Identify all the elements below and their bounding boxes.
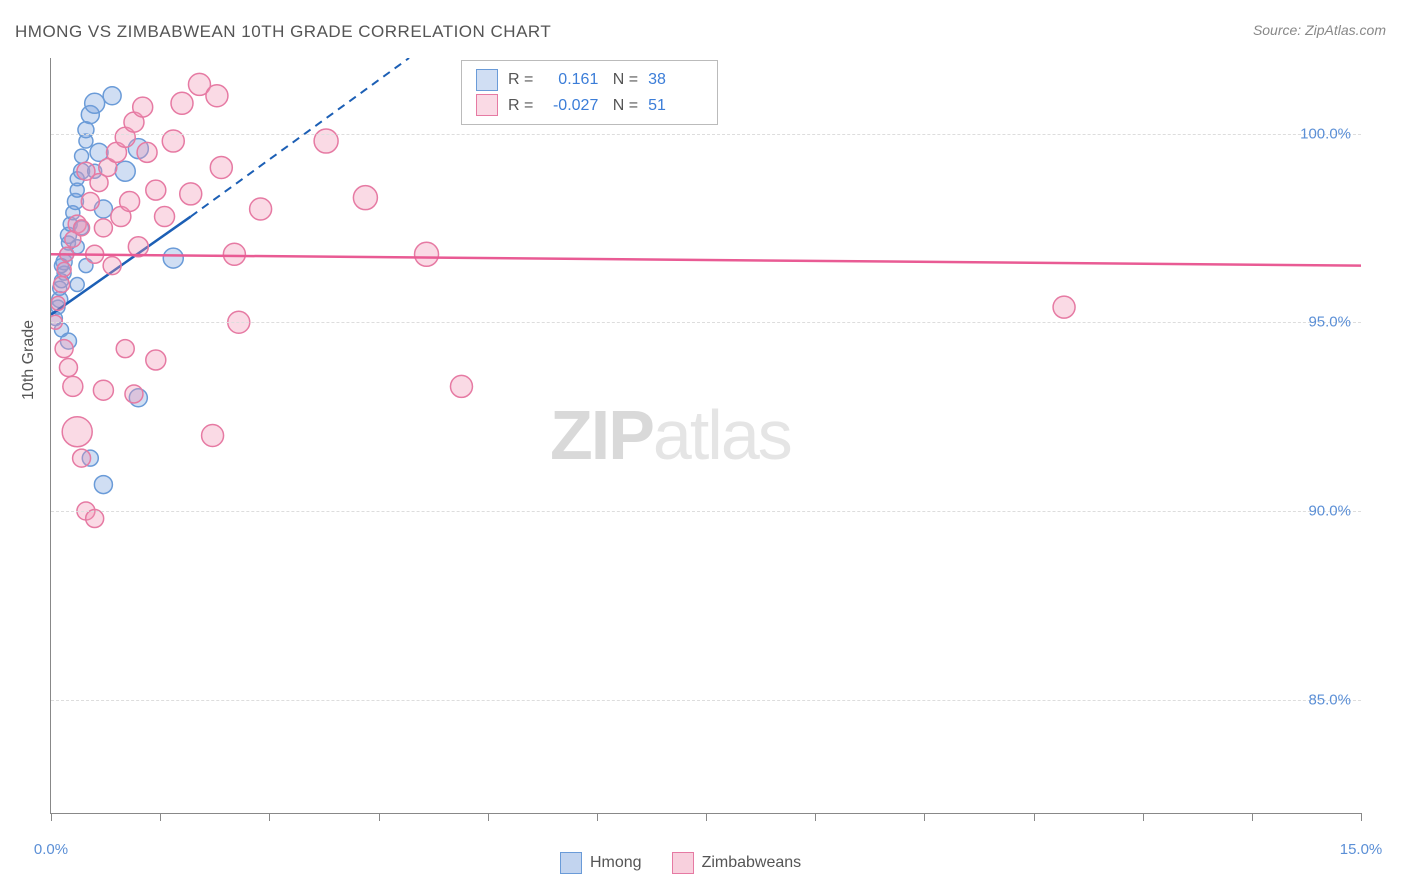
x-tick bbox=[160, 813, 161, 821]
x-tick bbox=[815, 813, 816, 821]
x-tick bbox=[597, 813, 598, 821]
legend-r-value: 0.161 bbox=[543, 67, 598, 93]
data-point bbox=[180, 183, 202, 205]
data-point bbox=[353, 186, 377, 210]
legend-n-value: 38 bbox=[648, 67, 703, 93]
x-tick bbox=[379, 813, 380, 821]
data-point bbox=[163, 248, 183, 268]
x-tick bbox=[1252, 813, 1253, 821]
data-point bbox=[85, 93, 105, 113]
data-point bbox=[55, 340, 73, 358]
x-tick bbox=[51, 813, 52, 821]
data-point bbox=[120, 191, 140, 211]
data-point bbox=[210, 156, 232, 178]
chart-title: HMONG VS ZIMBABWEAN 10TH GRADE CORRELATI… bbox=[15, 22, 551, 42]
data-point bbox=[51, 296, 65, 310]
legend-row: R = -0.027 N = 51 bbox=[476, 93, 703, 119]
gridline bbox=[51, 700, 1361, 701]
legend-r-label: R = bbox=[508, 93, 533, 119]
data-point bbox=[202, 425, 224, 447]
data-point bbox=[94, 219, 112, 237]
data-point bbox=[146, 350, 166, 370]
data-point bbox=[125, 385, 143, 403]
data-point bbox=[86, 510, 104, 528]
data-point bbox=[103, 257, 121, 275]
data-point bbox=[155, 207, 175, 227]
x-tick bbox=[269, 813, 270, 821]
data-point bbox=[206, 85, 228, 107]
legend-r-label: R = bbox=[508, 67, 533, 93]
data-point bbox=[133, 97, 153, 117]
data-point bbox=[53, 277, 69, 293]
data-point bbox=[137, 142, 157, 162]
gridline bbox=[51, 322, 1361, 323]
y-tick-label: 85.0% bbox=[1308, 691, 1351, 708]
x-tick bbox=[488, 813, 489, 821]
correlation-legend: R = 0.161 N = 38 R = -0.027 N = 51 bbox=[461, 60, 718, 125]
legend-row: R = 0.161 N = 38 bbox=[476, 67, 703, 93]
data-point bbox=[146, 180, 166, 200]
y-tick-label: 100.0% bbox=[1300, 125, 1351, 142]
series-legend: Hmong Zimbabweans bbox=[560, 852, 801, 874]
legend-item: Zimbabweans bbox=[672, 852, 802, 874]
data-point bbox=[93, 380, 113, 400]
legend-n-label: N = bbox=[608, 67, 638, 93]
x-tick bbox=[706, 813, 707, 821]
legend-item: Hmong bbox=[560, 852, 642, 874]
legend-swatch bbox=[476, 94, 498, 116]
data-point bbox=[57, 262, 71, 276]
data-point bbox=[1053, 296, 1075, 318]
data-point bbox=[223, 243, 245, 265]
data-point bbox=[59, 359, 77, 377]
legend-swatch bbox=[476, 69, 498, 91]
gridline bbox=[51, 134, 1361, 135]
data-point bbox=[171, 92, 193, 114]
data-point bbox=[94, 476, 112, 494]
x-tick-label: 15.0% bbox=[1340, 841, 1383, 858]
gridline bbox=[51, 511, 1361, 512]
source-attribution: Source: ZipAtlas.com bbox=[1253, 22, 1386, 38]
trend-line bbox=[51, 254, 1361, 265]
y-tick-label: 95.0% bbox=[1308, 314, 1351, 331]
data-point bbox=[73, 449, 91, 467]
legend-swatch bbox=[560, 852, 582, 874]
legend-n-value: 51 bbox=[648, 93, 703, 119]
x-tick-label: 0.0% bbox=[34, 841, 68, 858]
data-point bbox=[450, 375, 472, 397]
data-point bbox=[62, 417, 92, 447]
x-tick bbox=[1361, 813, 1362, 821]
legend-n-label: N = bbox=[608, 93, 638, 119]
data-point bbox=[74, 220, 90, 236]
legend-swatch bbox=[672, 852, 694, 874]
x-tick bbox=[924, 813, 925, 821]
legend-label: Hmong bbox=[590, 854, 642, 872]
data-point bbox=[250, 198, 272, 220]
data-point bbox=[77, 162, 95, 180]
data-point bbox=[103, 87, 121, 105]
data-point bbox=[81, 192, 99, 210]
data-point bbox=[70, 278, 84, 292]
legend-r-value: -0.027 bbox=[543, 93, 598, 119]
data-point bbox=[75, 149, 89, 163]
legend-label: Zimbabweans bbox=[702, 854, 802, 872]
data-point bbox=[415, 242, 439, 266]
data-point bbox=[63, 376, 83, 396]
data-point bbox=[115, 161, 135, 181]
x-tick bbox=[1143, 813, 1144, 821]
x-tick bbox=[1034, 813, 1035, 821]
y-tick-label: 90.0% bbox=[1308, 503, 1351, 520]
data-point bbox=[116, 340, 134, 358]
plot-area: R = 0.161 N = 38 R = -0.027 N = 51 85.0%… bbox=[50, 58, 1361, 814]
y-axis-label: 10th Grade bbox=[20, 320, 38, 400]
